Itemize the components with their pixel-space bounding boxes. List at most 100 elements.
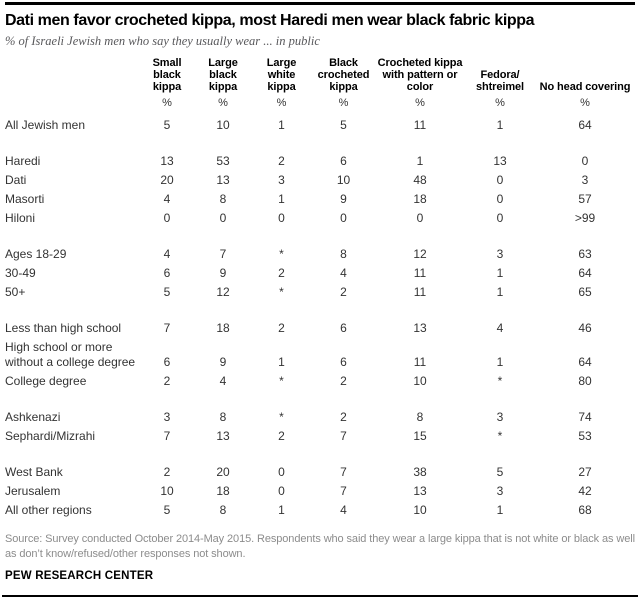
unit-cell: % <box>415 97 425 109</box>
value-cell: 2 <box>163 465 171 479</box>
value-cell: 8 <box>340 247 347 261</box>
top-rule <box>5 2 635 5</box>
row-label: Sephardi/Mizrahi <box>5 429 96 443</box>
value-cell: 5 <box>496 465 504 479</box>
row-label: Masorti <box>5 192 45 206</box>
table-row: Less than high school 7 18 2 6 13 4 46 <box>5 302 635 338</box>
value-cell: 0 <box>163 211 171 225</box>
value-cell: 11 <box>413 266 427 280</box>
value-cell: 20 <box>216 465 230 479</box>
row-label: High school or more without a college de… <box>5 340 136 369</box>
value-cell: 7 <box>340 429 347 443</box>
row-label: All Jewish men <box>5 118 86 132</box>
value-cell: 10 <box>216 118 230 132</box>
value-cell: 13 <box>216 429 230 443</box>
unit-cell: % <box>495 97 505 109</box>
value-cell: 4 <box>340 503 347 517</box>
value-cell: 18 <box>413 192 427 206</box>
bottom-rule <box>2 595 638 597</box>
value-cell: 5 <box>340 118 347 132</box>
value-cell: 64 <box>578 118 592 132</box>
value-cell: 10 <box>413 374 427 388</box>
value-cell: 4 <box>496 321 504 335</box>
unit-row: %%%%%%% <box>5 94 635 116</box>
value-cell: 57 <box>578 192 592 206</box>
value-cell: >99 <box>574 211 596 225</box>
value-cell: 0 <box>278 484 285 498</box>
value-cell: 13 <box>160 154 174 168</box>
value-cell: 0 <box>278 465 285 479</box>
value-cell: 2 <box>340 374 347 388</box>
value-cell: 53 <box>216 154 230 168</box>
table-body: All Jewish men 5 10 1 5 11 1 64 Haredi 13 53 2 6 1 13 0… <box>5 116 635 520</box>
value-cell: 8 <box>416 410 424 424</box>
value-cell: 18 <box>216 321 230 335</box>
value-cell: 42 <box>578 484 592 498</box>
value-cell: 0 <box>496 173 504 187</box>
value-cell: 1 <box>496 118 504 132</box>
value-cell: 4 <box>219 374 227 388</box>
value-cell: 0 <box>496 211 504 225</box>
value-cell: 5 <box>163 503 171 517</box>
column-header: Crocheted kippa with pattern or color <box>377 57 463 93</box>
value-cell: 6 <box>340 355 347 369</box>
unit-cell: % <box>580 97 590 109</box>
value-cell: 68 <box>578 503 592 517</box>
value-cell: 3 <box>496 247 504 261</box>
value-cell: 11 <box>413 355 427 369</box>
value-cell: 7 <box>163 321 171 335</box>
value-cell: 74 <box>578 410 592 424</box>
value-cell: 0 <box>278 211 285 225</box>
value-cell: * <box>497 374 503 388</box>
value-cell: 2 <box>278 429 285 443</box>
value-cell: 5 <box>163 285 171 299</box>
value-cell: 9 <box>340 192 347 206</box>
unit-cell: % <box>276 97 287 109</box>
value-cell: 6 <box>340 154 347 168</box>
row-label: Ashkenazi <box>5 410 61 424</box>
table-row: All other regions 5 8 1 4 10 1 68 <box>5 501 635 520</box>
value-cell: 2 <box>278 266 285 280</box>
value-cell: 0 <box>340 211 347 225</box>
value-cell: 0 <box>496 192 504 206</box>
row-label: College degree <box>5 374 87 388</box>
table-row: All Jewish men 5 10 1 5 11 1 64 <box>5 116 635 135</box>
value-cell: 1 <box>496 266 504 280</box>
value-cell: 1 <box>496 285 504 299</box>
row-label: Dati <box>5 173 27 187</box>
value-cell: 6 <box>163 355 171 369</box>
kippa-table: Small black kippa Large black kippa Large … <box>5 57 635 520</box>
value-cell: * <box>497 429 503 443</box>
table-row: Hiloni 0 0 0 0 0 0 >99 <box>5 209 635 228</box>
value-cell: 7 <box>163 429 171 443</box>
value-cell: * <box>279 285 284 299</box>
row-label-header <box>5 57 139 94</box>
value-cell: 2 <box>278 321 285 335</box>
chart-subtitle: % of Israeli Jewish men who say they usu… <box>5 34 320 48</box>
value-cell: 64 <box>578 266 592 280</box>
unit-spacer <box>5 94 139 116</box>
value-cell: 10 <box>160 484 174 498</box>
row-label: 30-49 <box>5 266 36 280</box>
value-cell: 2 <box>163 374 171 388</box>
table-row: West Bank 2 20 0 7 38 5 27 <box>5 446 635 482</box>
table-row: College degree 2 4 * 2 10 * 80 <box>5 372 635 391</box>
value-cell: 0 <box>416 211 424 225</box>
value-cell: 27 <box>578 465 592 479</box>
value-cell: 0 <box>581 154 589 168</box>
column-header-row: Small black kippa Large black kippa Large … <box>5 57 635 94</box>
table-row: 30-49 6 9 2 4 11 1 64 <box>5 264 635 283</box>
table-row: Ages 18-29 4 7 * 8 12 3 63 <box>5 228 635 264</box>
value-cell: 1 <box>496 503 504 517</box>
value-cell: 15 <box>413 429 427 443</box>
value-cell: 7 <box>340 484 347 498</box>
value-cell: 46 <box>578 321 592 335</box>
value-cell: 11 <box>413 118 427 132</box>
value-cell: 5 <box>163 118 171 132</box>
column-header: Large black kippa <box>208 57 238 93</box>
value-cell: 6 <box>340 321 347 335</box>
table-row: Ashkenazi 3 8 * 2 8 3 74 <box>5 391 635 427</box>
unit-cell: % <box>162 97 172 109</box>
value-cell: 13 <box>216 173 230 187</box>
